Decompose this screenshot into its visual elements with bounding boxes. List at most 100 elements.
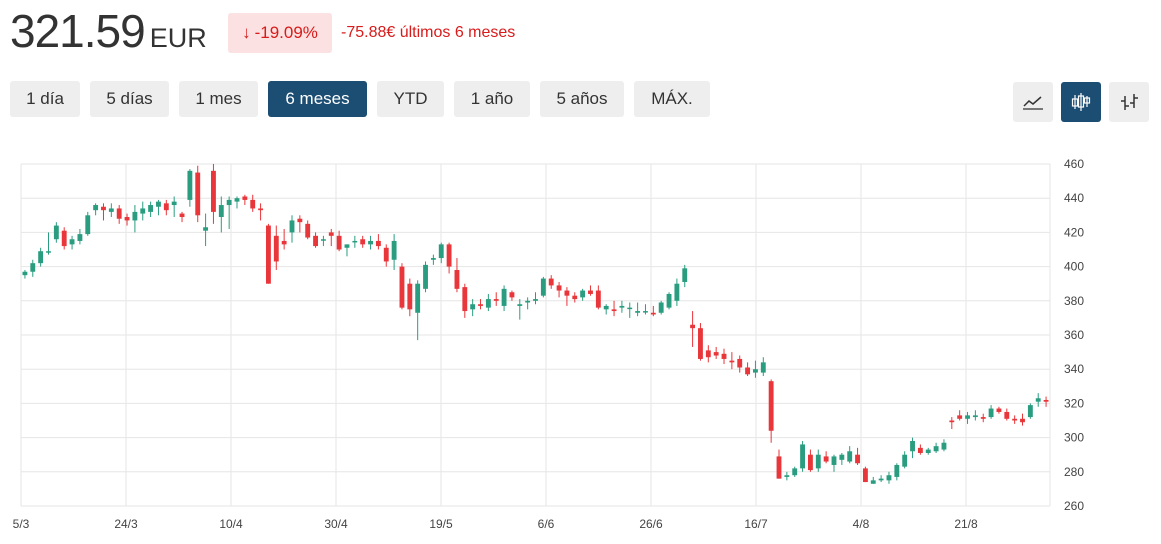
candle-body bbox=[870, 480, 876, 484]
period-button-6m[interactable]: 6 meses bbox=[268, 81, 367, 117]
period-label: 5 días bbox=[106, 89, 153, 108]
candle-body bbox=[721, 353, 727, 359]
period-button-ytd[interactable]: YTD bbox=[377, 81, 444, 117]
candle-body bbox=[595, 290, 601, 308]
candle-body bbox=[415, 283, 421, 313]
candle-body bbox=[203, 227, 209, 231]
candle-body bbox=[108, 208, 114, 212]
period-button-max[interactable]: MÁX. bbox=[634, 81, 710, 117]
candlestick-chart-button[interactable] bbox=[1061, 82, 1101, 122]
y-tick-label: 400 bbox=[1064, 260, 1084, 274]
period-label: 6 meses bbox=[285, 89, 350, 108]
change-percent-badge: ↓ -19.09% bbox=[228, 13, 332, 53]
y-tick-label: 320 bbox=[1064, 396, 1084, 410]
period-button-1m[interactable]: 1 mes bbox=[179, 81, 258, 117]
candle-body bbox=[886, 475, 892, 481]
candle-body bbox=[729, 360, 735, 363]
candle-body bbox=[509, 292, 515, 298]
candle-body bbox=[265, 225, 271, 284]
period-label: 5 años bbox=[556, 89, 608, 108]
y-tick-label: 360 bbox=[1064, 328, 1084, 342]
candle-body bbox=[22, 271, 28, 276]
period-button-5y[interactable]: 5 años bbox=[540, 81, 624, 117]
ohlc-chart-icon bbox=[1121, 94, 1138, 110]
candle-body bbox=[69, 239, 75, 245]
candle-body bbox=[93, 205, 99, 211]
candle-body bbox=[674, 283, 680, 301]
candle-body bbox=[116, 208, 122, 219]
candle-body bbox=[391, 240, 397, 260]
candle-body bbox=[399, 266, 405, 308]
price-header: 321.59 EUR bbox=[10, 6, 207, 56]
candle-body bbox=[619, 305, 625, 308]
candle-body bbox=[258, 208, 264, 211]
candle-body bbox=[902, 454, 908, 467]
candle-body bbox=[226, 199, 232, 206]
candle-body bbox=[470, 304, 476, 310]
x-tick-label: 24/3 bbox=[114, 517, 138, 531]
candle-body bbox=[446, 244, 452, 267]
candle-body bbox=[760, 362, 766, 373]
candle-body bbox=[548, 278, 554, 286]
candle-body bbox=[360, 239, 366, 245]
candle-body bbox=[124, 217, 130, 221]
y-tick-label: 300 bbox=[1064, 431, 1084, 445]
candle-body bbox=[148, 205, 154, 212]
candle-body bbox=[603, 305, 609, 310]
candle-body bbox=[635, 311, 641, 313]
candle-body bbox=[187, 170, 193, 200]
period-label: 1 mes bbox=[195, 89, 242, 108]
candle-body bbox=[375, 240, 381, 247]
candle-body bbox=[242, 196, 248, 200]
candle-body bbox=[156, 201, 161, 207]
candle-body bbox=[533, 299, 538, 301]
candle-body bbox=[611, 309, 617, 312]
candle-body bbox=[305, 223, 311, 238]
candle-body bbox=[658, 302, 664, 313]
candle-body bbox=[352, 240, 358, 243]
candle-body bbox=[195, 172, 201, 216]
period-label: 1 día bbox=[26, 89, 64, 108]
current-price: 321.59 bbox=[10, 5, 146, 57]
candle-body bbox=[972, 415, 978, 418]
candle-body bbox=[163, 203, 169, 211]
candle-body bbox=[698, 328, 703, 359]
candle-body bbox=[328, 232, 334, 236]
candle-body bbox=[140, 208, 146, 214]
candle-body bbox=[737, 358, 743, 368]
candle-body bbox=[438, 244, 444, 259]
candle-body bbox=[807, 454, 813, 471]
y-tick-label: 280 bbox=[1064, 465, 1084, 479]
candle-body bbox=[85, 215, 91, 235]
candle-body bbox=[965, 415, 970, 419]
candle-body bbox=[776, 456, 782, 479]
x-tick-label: 19/5 bbox=[429, 517, 453, 531]
candle-body bbox=[53, 225, 59, 240]
currency-label: EUR bbox=[149, 23, 207, 53]
candle-body bbox=[478, 304, 483, 306]
candle-body bbox=[289, 220, 295, 233]
candle-body bbox=[564, 290, 570, 296]
period-button-1y[interactable]: 1 año bbox=[454, 81, 530, 117]
candle-body bbox=[910, 441, 915, 452]
candle-body bbox=[101, 206, 106, 211]
candle-body bbox=[839, 454, 845, 460]
candle-body bbox=[383, 247, 389, 262]
candle-body bbox=[344, 244, 350, 248]
candle-body bbox=[949, 420, 955, 423]
period-label: 1 año bbox=[470, 89, 514, 108]
candle-body bbox=[957, 415, 963, 419]
line-chart-icon bbox=[1023, 96, 1043, 110]
period-button-5d[interactable]: 5 días bbox=[90, 81, 169, 117]
candle-body bbox=[493, 299, 499, 301]
candle-body bbox=[588, 290, 593, 294]
ohlc-chart-button[interactable] bbox=[1109, 82, 1149, 122]
candle-body bbox=[430, 258, 436, 260]
candle-body bbox=[768, 381, 774, 431]
candle-body bbox=[980, 417, 986, 419]
candle-body bbox=[30, 263, 36, 272]
candle-body bbox=[297, 218, 303, 223]
candle-body bbox=[281, 240, 287, 245]
line-chart-button[interactable] bbox=[1013, 82, 1053, 122]
period-button-1d[interactable]: 1 día bbox=[10, 81, 80, 117]
